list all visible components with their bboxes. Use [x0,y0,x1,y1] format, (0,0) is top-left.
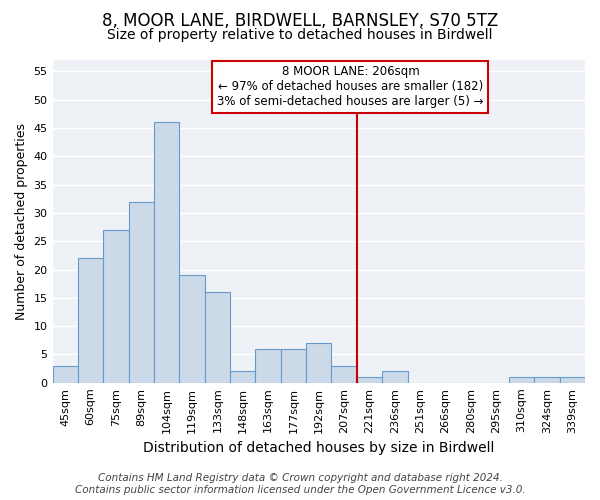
Bar [306,343,331,383]
Text: Contains HM Land Registry data © Crown copyright and database right 2024.
Contai: Contains HM Land Registry data © Crown c… [74,474,526,495]
Bar [78,258,103,383]
Bar [128,202,154,383]
Bar [560,377,585,383]
Bar [331,366,357,383]
Bar [382,372,407,383]
Bar [179,275,205,383]
Bar [154,122,179,383]
Text: 8, MOOR LANE, BIRDWELL, BARNSLEY, S70 5TZ: 8, MOOR LANE, BIRDWELL, BARNSLEY, S70 5T… [102,12,498,30]
Bar [509,377,534,383]
Y-axis label: Number of detached properties: Number of detached properties [15,123,28,320]
Text: Size of property relative to detached houses in Birdwell: Size of property relative to detached ho… [107,28,493,42]
Bar [53,366,78,383]
Bar [103,230,128,383]
Bar [357,377,382,383]
X-axis label: Distribution of detached houses by size in Birdwell: Distribution of detached houses by size … [143,441,494,455]
Text: 8 MOOR LANE: 206sqm
← 97% of detached houses are smaller (182)
3% of semi-detach: 8 MOOR LANE: 206sqm ← 97% of detached ho… [217,66,484,108]
Bar [281,349,306,383]
Bar [534,377,560,383]
Bar [230,372,256,383]
Bar [205,292,230,383]
Bar [256,349,281,383]
